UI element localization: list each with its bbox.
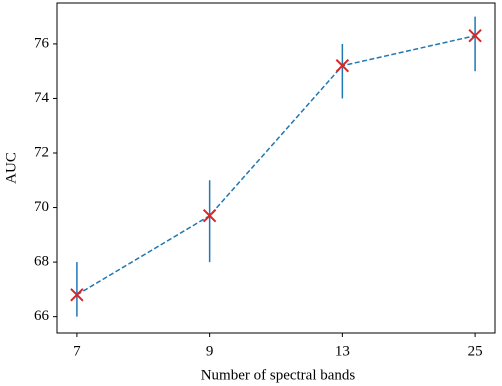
y-tick-label: 66 xyxy=(34,308,50,324)
x-tick-label: 25 xyxy=(468,343,483,359)
x-axis-label: Number of spectral bands xyxy=(201,367,356,383)
y-tick-label: 72 xyxy=(34,144,49,160)
y-tick-label: 76 xyxy=(34,35,50,51)
marker xyxy=(70,288,84,302)
marker xyxy=(202,209,217,223)
y-tick-label: 74 xyxy=(34,90,50,106)
y-axis-label: AUC xyxy=(3,152,19,184)
x-tick-label: 13 xyxy=(335,343,350,359)
marker xyxy=(335,59,350,73)
y-tick-label: 70 xyxy=(34,199,49,215)
plot-frame xyxy=(56,2,496,334)
x-tick-label: 9 xyxy=(206,343,214,359)
marker xyxy=(468,29,482,43)
y-tick-label: 68 xyxy=(34,254,49,270)
x-tick-label: 7 xyxy=(73,343,81,359)
line xyxy=(76,34,476,296)
